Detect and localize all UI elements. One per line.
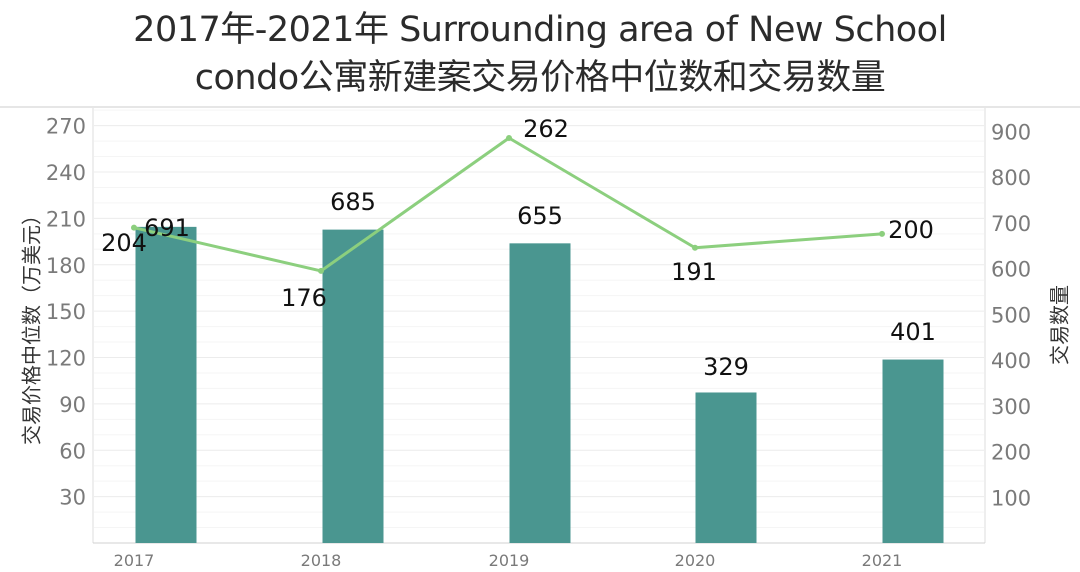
- line-value-label: 262: [523, 115, 569, 143]
- right-tick-label: 200: [991, 441, 1031, 465]
- bar-series-transaction-count: [135, 226, 944, 544]
- line-value-label: 176: [281, 284, 327, 312]
- line-value-label: 200: [888, 216, 934, 244]
- right-tick-label: 900: [991, 120, 1031, 144]
- bar-value-label: 401: [890, 318, 936, 346]
- bar-2017: [135, 226, 197, 543]
- x-tick-label: 2018: [301, 551, 342, 570]
- line-point-2018: [318, 267, 324, 274]
- line-value-label: 204: [101, 229, 147, 257]
- right-tick-label: 600: [991, 258, 1031, 282]
- left-tick-label: 240: [46, 161, 86, 185]
- bar-value-label: 691: [144, 214, 190, 242]
- left-tick-label: 60: [59, 439, 86, 463]
- x-axis-ticks: 2017 2018 2019 2020 2021: [114, 551, 903, 570]
- x-tick-label: 2019: [489, 551, 530, 570]
- left-tick-label: 150: [46, 300, 86, 324]
- right-axis-ticks: 900 800 700 600 500 400 300 200 100: [991, 120, 1031, 510]
- line-point-2020: [692, 244, 698, 251]
- right-tick-label: 100: [991, 486, 1031, 510]
- bar-value-label: 329: [703, 353, 749, 381]
- right-tick-label: 700: [991, 212, 1031, 236]
- line-point-2021: [879, 230, 885, 237]
- bar-value-label: 655: [517, 202, 563, 230]
- line-series-median-price: [131, 134, 885, 274]
- right-tick-label: 400: [991, 349, 1031, 373]
- x-tick-label: 2017: [114, 551, 155, 570]
- left-tick-label: 120: [46, 347, 86, 371]
- right-tick-label: 800: [991, 166, 1031, 190]
- left-tick-label: 30: [59, 486, 86, 510]
- data-labels: 691 685 655 329 401 204 176 262 191 200: [101, 115, 936, 381]
- chart-title-line1: 2017年-2021年 Surrounding area of New Scho…: [133, 10, 947, 50]
- bar-2020: [695, 392, 757, 543]
- left-tick-label: 90: [59, 393, 86, 417]
- header-divider: [0, 106, 1080, 108]
- bar-value-label: 685: [330, 188, 376, 216]
- chart-title-line2: condo公寓新建案交易价格中位数和交易数量: [194, 58, 886, 98]
- line-point-2017: [131, 224, 137, 231]
- left-axis-ticks: 270 240 210 180 150 120 90 60 30: [46, 115, 86, 510]
- bar-2019: [509, 243, 571, 543]
- bar-2018: [322, 229, 384, 544]
- right-tick-label: 300: [991, 395, 1031, 419]
- right-tick-label: 500: [991, 303, 1031, 327]
- chart-title: 2017年-2021年 Surrounding area of New Scho…: [0, 6, 1080, 102]
- line-point-2019: [506, 134, 512, 141]
- bar-2021: [882, 359, 944, 543]
- left-tick-label: 180: [46, 254, 86, 278]
- left-tick-label: 270: [46, 115, 86, 139]
- left-tick-label: 210: [46, 207, 86, 231]
- x-tick-label: 2020: [675, 551, 716, 570]
- line-value-label: 191: [671, 258, 717, 286]
- x-tick-label: 2021: [862, 551, 903, 570]
